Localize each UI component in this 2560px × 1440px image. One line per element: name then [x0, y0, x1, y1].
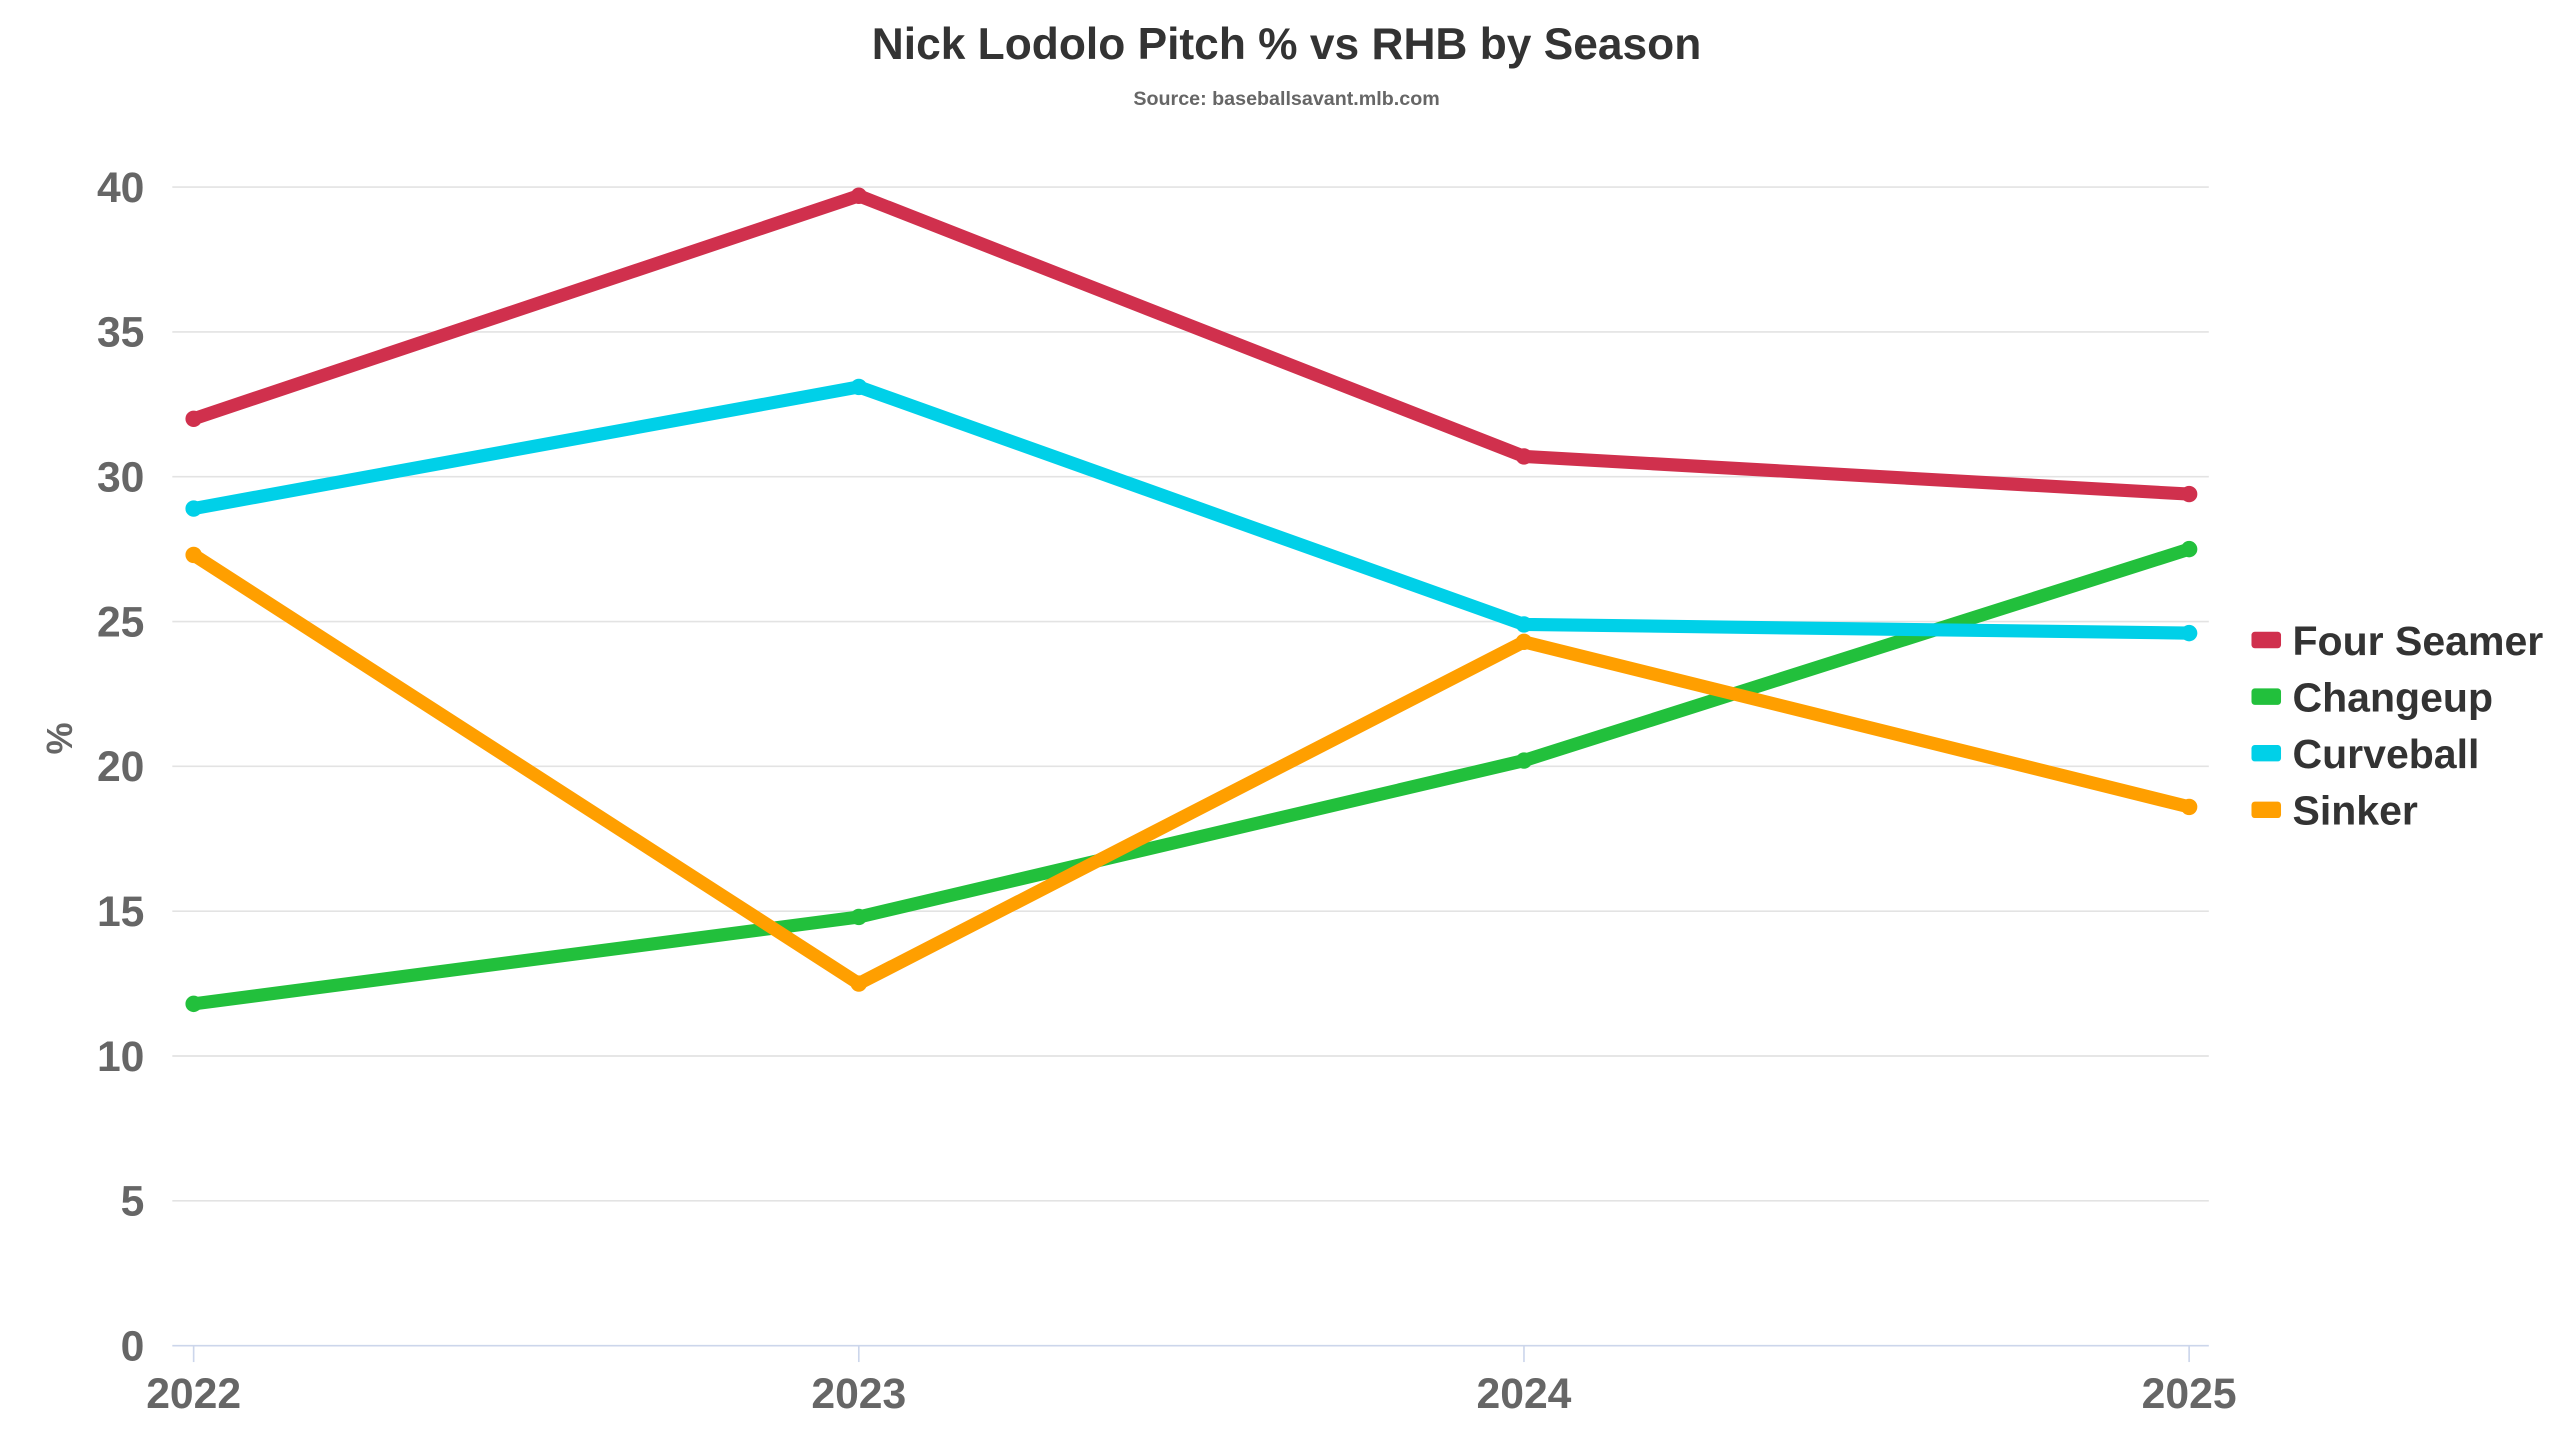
y-tick-label: 25	[97, 598, 144, 646]
y-axis-ticks: 0 5 10 15 20 25 30 35 40	[97, 164, 144, 1371]
y-tick-label: 40	[97, 164, 144, 212]
data-point-sinker	[850, 975, 868, 992]
data-point-four-seamer	[2180, 485, 2198, 503]
data-point-changeup	[850, 908, 868, 926]
legend-swatch-four-seamer	[2251, 631, 2282, 649]
legend-swatch-sinker	[2251, 801, 2282, 819]
series-line-sinker	[190, 549, 2191, 991]
series-line-changeup	[192, 542, 2192, 1011]
data-point-changeup	[1515, 752, 1533, 769]
legend-swatch-curveball	[2251, 745, 2282, 762]
legend-label-four-seamer: Four Seamer	[2293, 618, 2544, 664]
data-point-curveball	[850, 378, 868, 396]
x-axis-ticks: 2022 2023 2024 2025	[146, 1345, 2237, 1418]
data-point-four-seamer	[850, 187, 868, 204]
data-point-four-seamer	[185, 410, 202, 427]
legend-swatch-changeup	[2251, 688, 2282, 705]
legend: Four Seamer Changeup Curveball Sinker	[2251, 618, 2543, 834]
legend-label-sinker: Sinker	[2293, 788, 2418, 834]
y-tick-label: 30	[97, 453, 144, 501]
data-point-changeup	[185, 995, 202, 1013]
data-point-changeup	[2180, 540, 2198, 558]
x-tick-label: 2023	[811, 1370, 906, 1418]
y-tick-label: 35	[97, 309, 144, 357]
series-line-four-seamer	[191, 189, 2190, 501]
y-tick-label: 15	[97, 888, 144, 936]
gridlines	[172, 186, 2209, 1347]
x-tick-label: 2022	[146, 1370, 241, 1418]
data-point-curveball	[1515, 616, 1533, 633]
data-point-sinker	[185, 546, 202, 564]
y-tick-label: 0	[121, 1322, 145, 1370]
data-point-sinker	[2180, 798, 2198, 816]
data-point-curveball	[185, 500, 202, 517]
y-tick-label: 10	[97, 1033, 144, 1081]
data-point-curveball	[2180, 624, 2198, 642]
y-axis-label: %	[39, 722, 80, 754]
data-point-four-seamer	[1515, 448, 1533, 465]
data-point-sinker	[1515, 633, 1533, 651]
x-tick-label: 2025	[2142, 1370, 2237, 1418]
legend-label-changeup: Changeup	[2293, 674, 2494, 720]
chart-subtitle: Source: baseballsavant.mlb.com	[1133, 88, 1439, 110]
y-tick-label: 20	[97, 743, 144, 791]
legend-label-curveball: Curveball	[2293, 731, 2480, 777]
series-lines	[185, 187, 2198, 1013]
x-tick-label: 2024	[1477, 1370, 1572, 1418]
series-line-curveball	[192, 380, 2190, 640]
chart-title: Nick Lodolo Pitch % vs RHB by Season	[872, 20, 1702, 69]
y-tick-label: 5	[121, 1178, 145, 1226]
